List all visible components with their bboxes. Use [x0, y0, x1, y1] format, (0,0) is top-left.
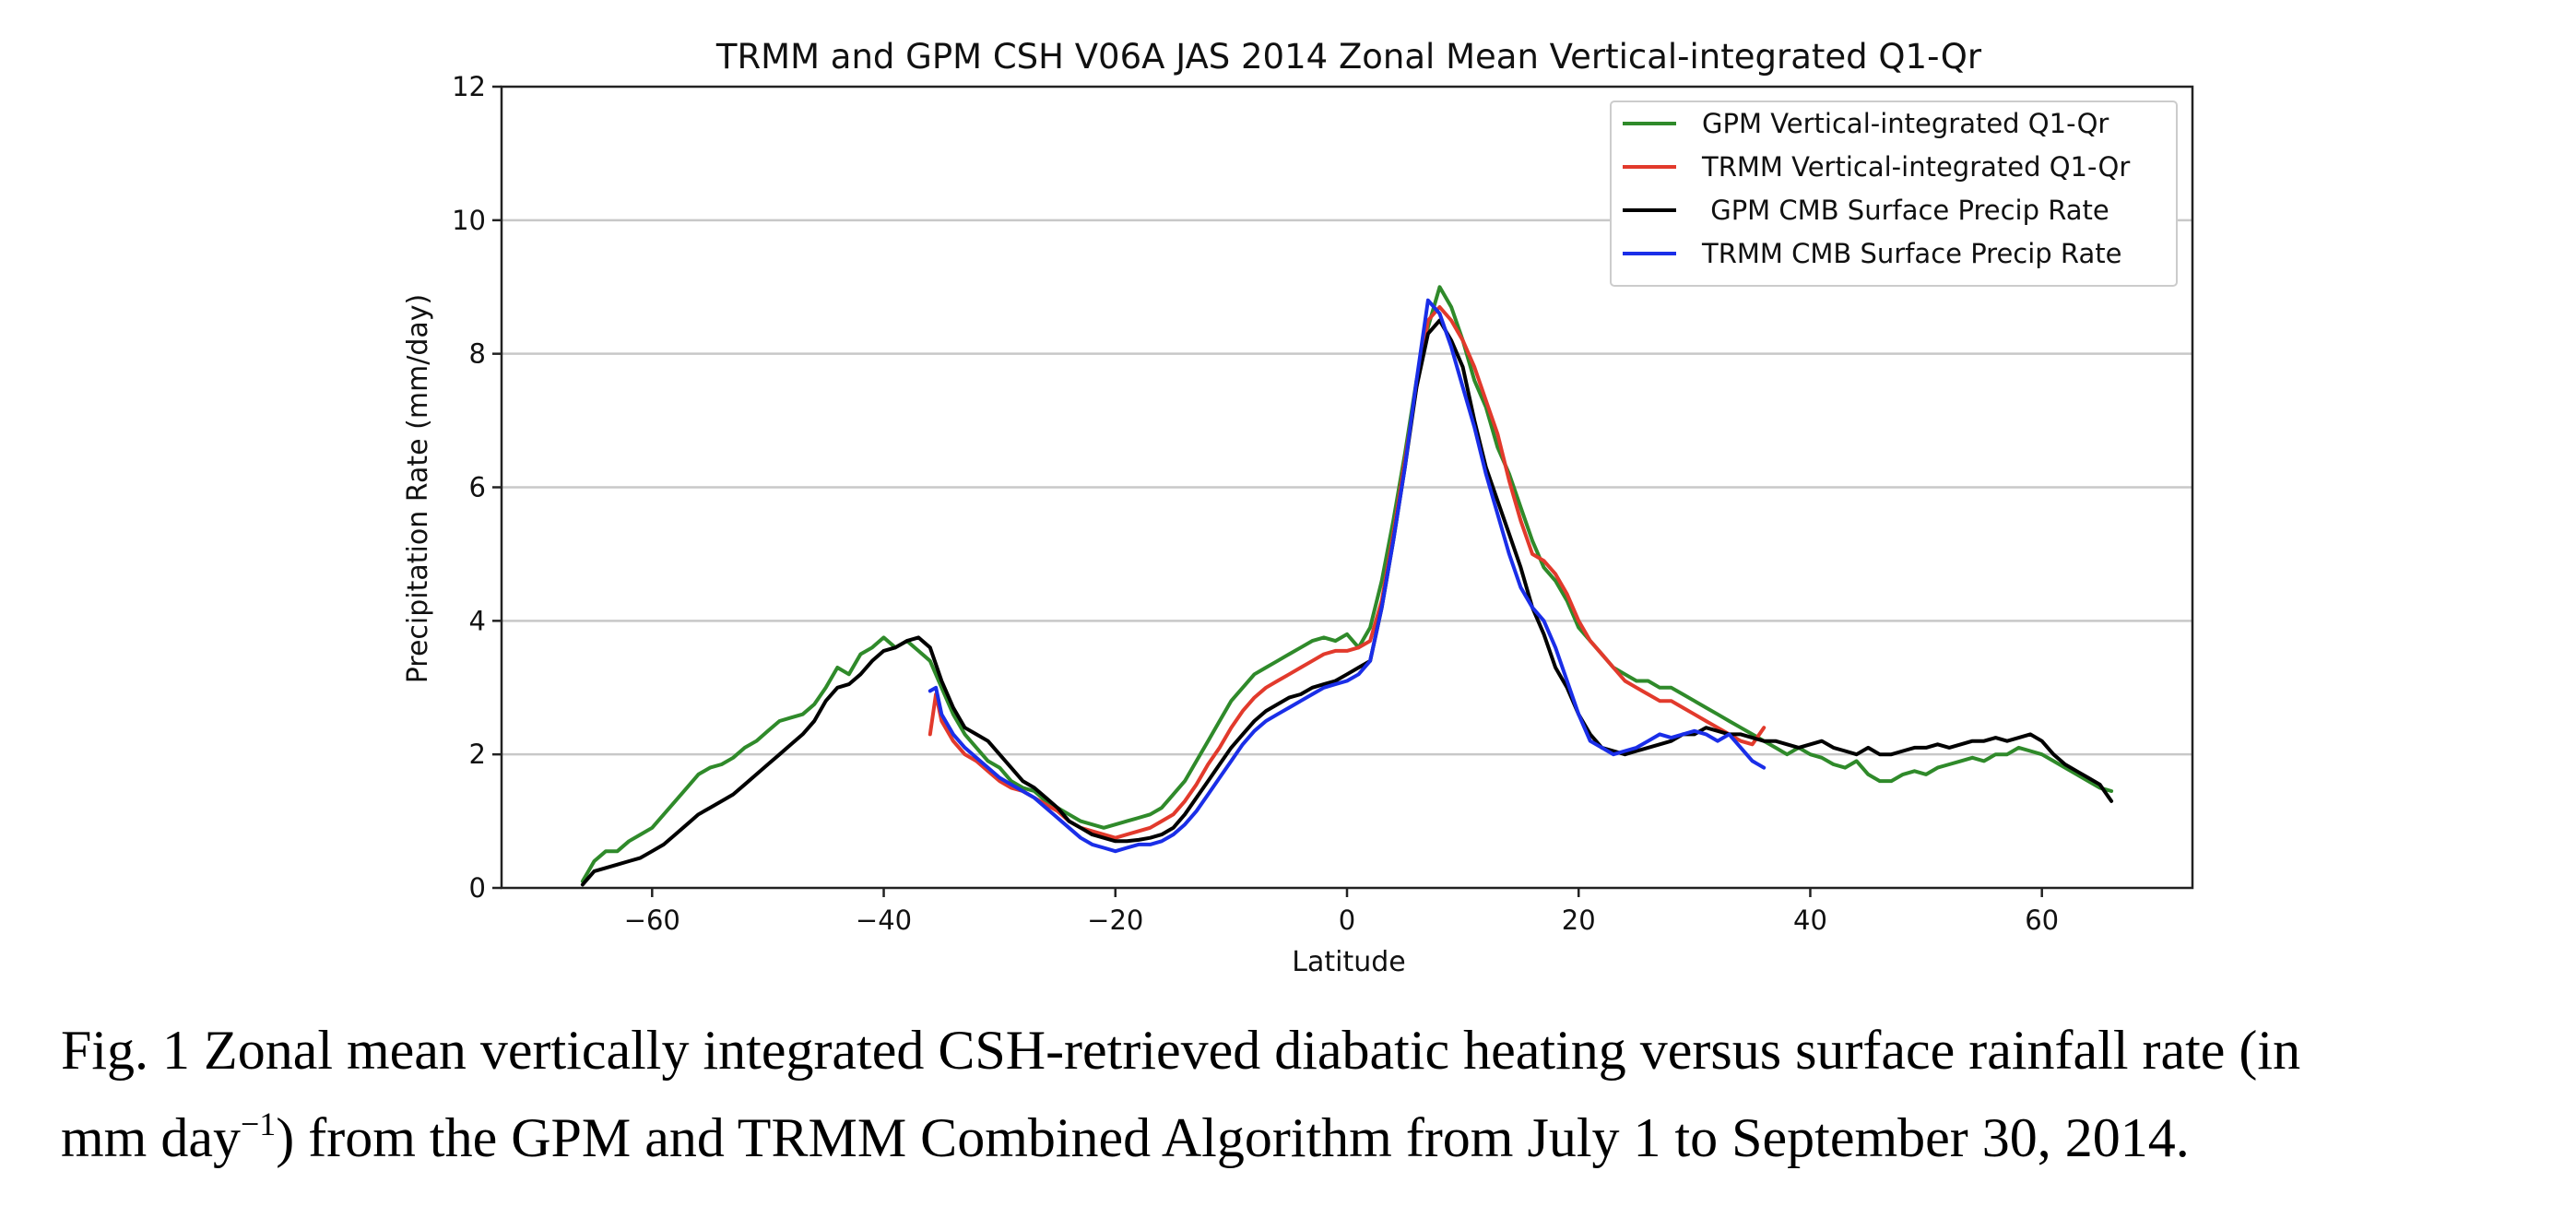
- caption-line-2-start: mm day: [61, 1107, 241, 1168]
- x-tick-label: −40: [856, 905, 912, 936]
- y-tick-label: 10: [452, 205, 486, 236]
- series-line: [580, 318, 2114, 887]
- series-lines: [580, 285, 2114, 887]
- axes: −60 −40 −20 0 20 40 60 0 2 4 6 8 10 12: [452, 71, 2059, 936]
- caption-line-2: mm day−1) from the GPM and TRMM Combined…: [61, 1094, 2541, 1182]
- series-line: [580, 285, 2114, 883]
- y-axis-label: Precipitation Rate (mm/day): [402, 294, 434, 684]
- legend-label: GPM Vertical-integrated Q1-Qr: [1702, 108, 2109, 139]
- series-line: [928, 305, 1767, 840]
- legend: GPM Vertical-integrated Q1-Qr TRMM Vertic…: [1610, 101, 2178, 287]
- series-line: [928, 298, 1767, 854]
- y-tick-label: 12: [452, 71, 486, 102]
- caption-line-2-end: ) from the GPM and TRMM Combined Algorit…: [276, 1107, 2190, 1168]
- legend-label: TRMM Vertical-integrated Q1-Qr: [1701, 151, 2130, 183]
- x-tick-label: −60: [624, 905, 680, 936]
- x-tick-label: 0: [1339, 905, 1355, 936]
- x-tick-label: −20: [1087, 905, 1143, 936]
- x-tick-label: 20: [1562, 905, 1596, 936]
- y-tick-label: 8: [469, 338, 486, 370]
- legend-box: [1610, 101, 2178, 287]
- gridlines: [502, 219, 2192, 756]
- legend-label: TRMM CMB Surface Precip Rate: [1701, 238, 2121, 269]
- y-tick-label: 0: [469, 872, 486, 904]
- y-tick-label: 4: [469, 605, 486, 636]
- line-chart: TRMM and GPM CSH V06A JAS 2014 Zonal Mea…: [402, 37, 2194, 978]
- legend-label: GPM CMB Surface Precip Rate: [1702, 195, 2109, 226]
- x-axis-label: Latitude: [1292, 946, 1405, 978]
- x-tick-label: 60: [2025, 905, 2059, 936]
- figure-caption: Fig. 1 Zonal mean vertically integrated …: [61, 1007, 2541, 1182]
- y-tick-label: 6: [469, 472, 486, 503]
- caption-superscript: −1: [240, 1106, 277, 1142]
- caption-line-1: Fig. 1 Zonal mean vertically integrated …: [61, 1020, 2301, 1081]
- x-tick-label: 40: [1793, 905, 1827, 936]
- chart-title: TRMM and GPM CSH V06A JAS 2014 Zonal Mea…: [715, 37, 1982, 77]
- y-tick-label: 2: [469, 739, 486, 770]
